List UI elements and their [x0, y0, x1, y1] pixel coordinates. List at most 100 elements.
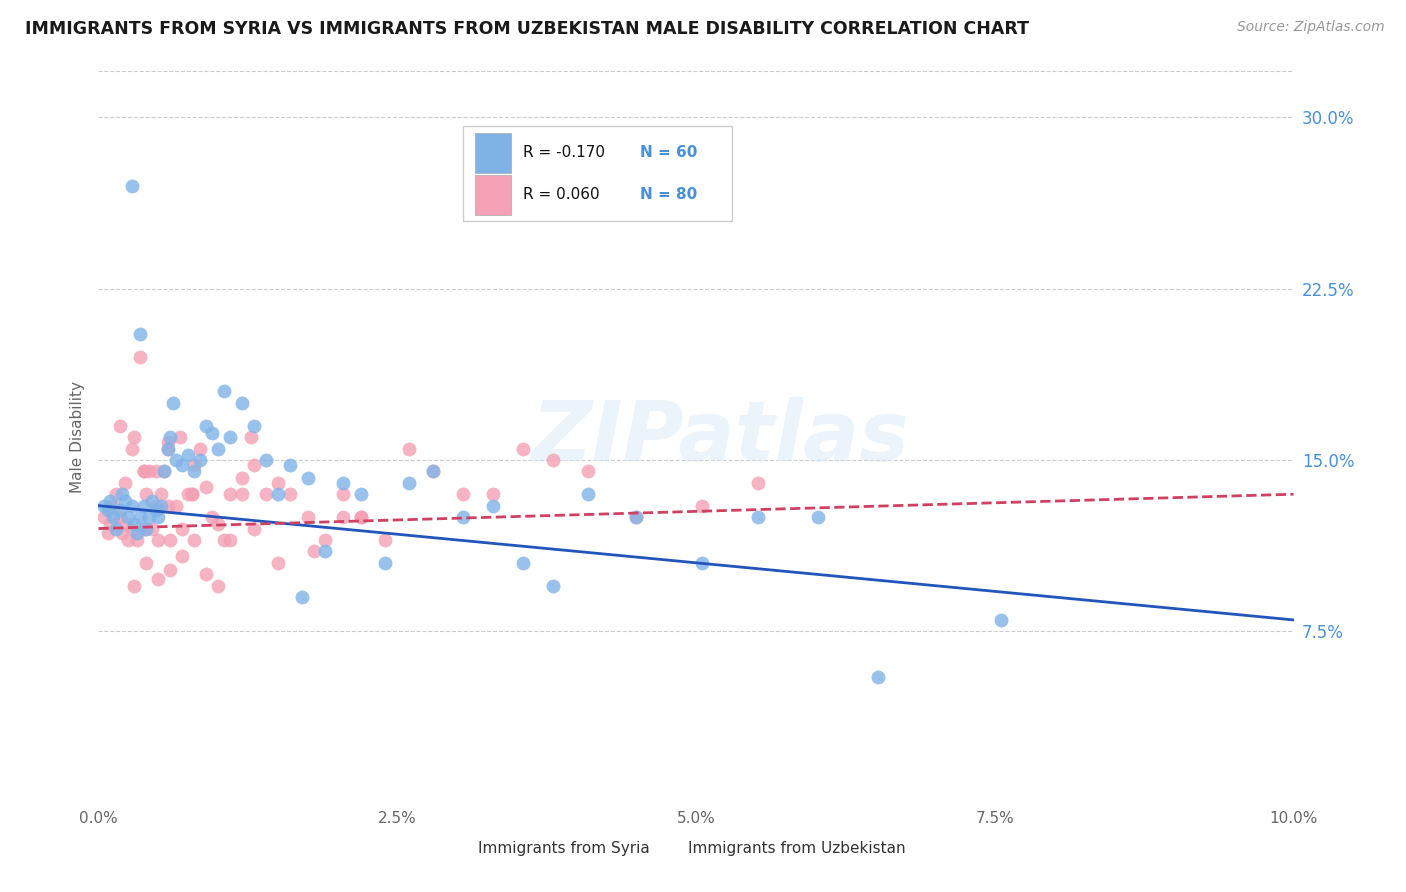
- Point: [135, 521, 157, 535]
- Point: [149, 487, 172, 501]
- Point: [398, 475, 420, 490]
- Point: [243, 418, 266, 433]
- Point: [169, 430, 191, 444]
- Point: [481, 499, 505, 513]
- Point: [156, 442, 179, 456]
- Point: [98, 516, 122, 531]
- Point: [188, 442, 211, 456]
- Point: [231, 396, 253, 410]
- Point: [350, 510, 373, 524]
- Point: [159, 430, 181, 444]
- FancyBboxPatch shape: [463, 126, 733, 221]
- Point: [195, 567, 218, 582]
- Point: [117, 533, 139, 547]
- Point: [212, 533, 235, 547]
- Point: [98, 494, 122, 508]
- Point: [201, 425, 224, 440]
- Point: [332, 475, 354, 490]
- Text: ZIPatlas: ZIPatlas: [531, 397, 908, 477]
- Point: [278, 487, 301, 501]
- Point: [422, 464, 444, 478]
- Point: [350, 510, 373, 524]
- FancyBboxPatch shape: [446, 836, 471, 863]
- Point: [302, 544, 325, 558]
- Point: [512, 556, 534, 570]
- Point: [690, 556, 713, 570]
- FancyBboxPatch shape: [654, 836, 681, 863]
- Text: R = 0.060: R = 0.060: [523, 187, 599, 202]
- Point: [541, 579, 564, 593]
- Point: [332, 510, 354, 524]
- Text: Immigrants from Syria: Immigrants from Syria: [478, 841, 650, 856]
- Point: [219, 430, 242, 444]
- Point: [207, 516, 229, 531]
- Text: R = -0.170: R = -0.170: [523, 145, 605, 161]
- Point: [148, 572, 170, 586]
- Point: [183, 458, 205, 472]
- Point: [117, 510, 139, 524]
- Point: [578, 487, 600, 501]
- Point: [243, 521, 266, 535]
- Point: [141, 494, 163, 508]
- Point: [541, 453, 564, 467]
- Point: [212, 384, 235, 399]
- Point: [156, 499, 179, 513]
- Point: [747, 475, 769, 490]
- Point: [114, 516, 136, 531]
- Point: [132, 521, 155, 535]
- Point: [114, 494, 136, 508]
- Point: [148, 510, 170, 524]
- Point: [291, 590, 314, 604]
- Point: [177, 448, 200, 462]
- Point: [180, 487, 202, 501]
- Point: [125, 526, 148, 541]
- Point: [105, 487, 128, 501]
- Y-axis label: Male Disability: Male Disability: [69, 381, 84, 493]
- Point: [195, 418, 218, 433]
- Point: [165, 499, 187, 513]
- Point: [195, 480, 218, 494]
- Point: [626, 510, 648, 524]
- Point: [111, 526, 134, 541]
- Point: [141, 521, 163, 535]
- Point: [124, 579, 146, 593]
- Point: [807, 510, 830, 524]
- Point: [422, 464, 444, 478]
- FancyBboxPatch shape: [475, 175, 510, 215]
- Point: [512, 442, 534, 456]
- Point: [145, 503, 167, 517]
- Point: [121, 178, 143, 193]
- Point: [267, 556, 290, 570]
- Point: [138, 464, 160, 478]
- Point: [315, 544, 337, 558]
- Point: [132, 464, 155, 478]
- Point: [172, 549, 194, 563]
- Point: [207, 579, 229, 593]
- Point: [183, 533, 205, 547]
- Point: [866, 670, 889, 684]
- Point: [93, 499, 115, 513]
- Point: [297, 471, 319, 485]
- Point: [207, 442, 229, 456]
- Point: [297, 510, 319, 524]
- Point: [180, 487, 202, 501]
- Point: [114, 475, 136, 490]
- Text: Immigrants from Uzbekistan: Immigrants from Uzbekistan: [688, 841, 905, 856]
- Point: [97, 526, 120, 541]
- Point: [105, 521, 128, 535]
- Point: [219, 487, 242, 501]
- Point: [124, 516, 146, 531]
- FancyBboxPatch shape: [475, 133, 510, 173]
- Point: [148, 533, 170, 547]
- Point: [451, 510, 474, 524]
- Point: [231, 471, 253, 485]
- Point: [135, 556, 157, 570]
- Point: [254, 453, 277, 467]
- Point: [101, 499, 124, 513]
- Point: [97, 503, 120, 517]
- Text: Source: ZipAtlas.com: Source: ZipAtlas.com: [1237, 20, 1385, 34]
- Point: [93, 510, 115, 524]
- Point: [315, 533, 337, 547]
- Point: [267, 475, 290, 490]
- Point: [231, 487, 253, 501]
